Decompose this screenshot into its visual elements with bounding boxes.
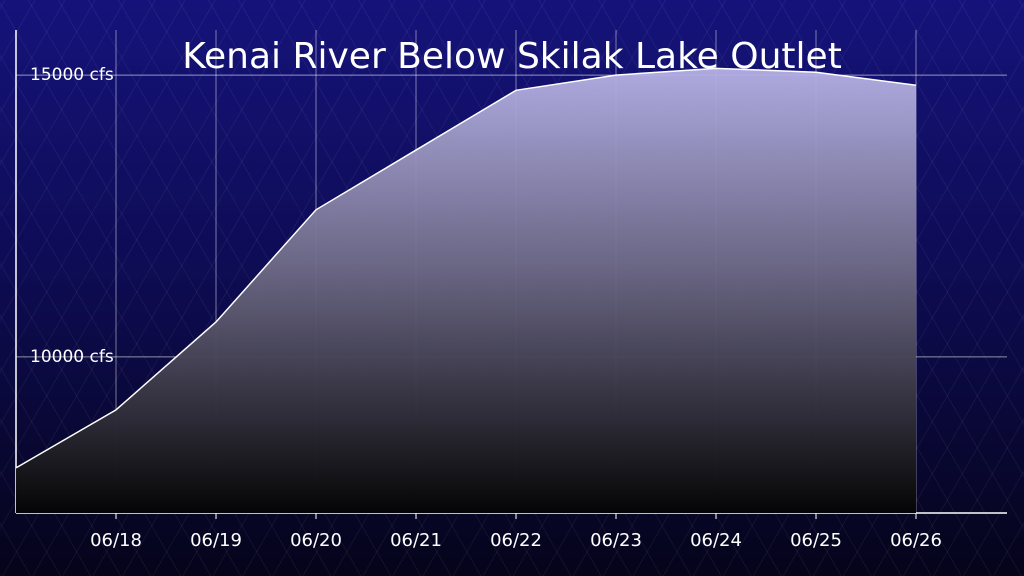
x-tick-label: 06/20 bbox=[290, 530, 342, 551]
area-fill bbox=[16, 68, 916, 513]
x-tick-label: 06/23 bbox=[590, 530, 642, 551]
x-tick-label: 06/21 bbox=[390, 530, 442, 551]
x-tick-label: 06/22 bbox=[490, 530, 542, 551]
x-tick-label: 06/24 bbox=[690, 530, 742, 551]
y-tick-label: 10000 cfs bbox=[30, 347, 114, 367]
x-tick-label: 06/19 bbox=[190, 530, 242, 551]
y-tick-label: 15000 cfs bbox=[30, 65, 114, 85]
area-line bbox=[15, 67, 917, 469]
chart-title: Kenai River Below Skilak Lake Outlet bbox=[182, 36, 842, 77]
x-tick-label: 06/26 bbox=[890, 530, 942, 551]
x-tick-label: 06/25 bbox=[790, 530, 842, 551]
x-tick-label: 06/18 bbox=[90, 530, 142, 551]
